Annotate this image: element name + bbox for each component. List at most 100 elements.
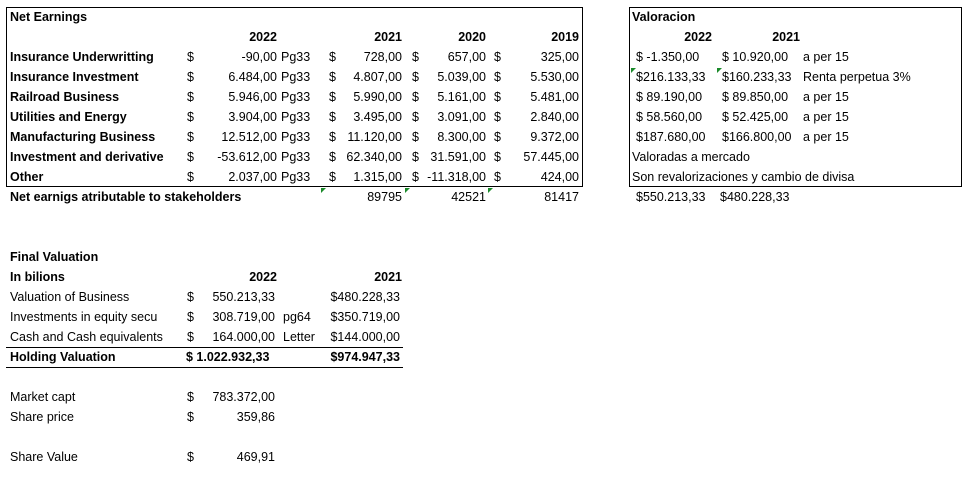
page-ref: Pg33 bbox=[281, 50, 311, 64]
currency-symbol: $ bbox=[187, 310, 194, 324]
value-2020: 8.300,00 bbox=[437, 130, 486, 144]
currency-symbol: $ bbox=[412, 90, 419, 104]
holding-bottom-divider bbox=[6, 367, 403, 368]
value-2021: 5.990,00 bbox=[353, 90, 402, 104]
page-ref: Pg33 bbox=[281, 110, 311, 124]
valoracion-value-2021: $ 10.920,00 bbox=[722, 50, 789, 64]
market-cap-label: Market capt bbox=[10, 390, 76, 404]
valoracion-year-2021: 2021 bbox=[772, 30, 800, 44]
fv-value-2022: 308.719,00 bbox=[212, 310, 275, 324]
valoracion-year-2022: 2022 bbox=[684, 30, 712, 44]
comment-indicator bbox=[321, 188, 326, 193]
valoracion-value-2022: $216.133,33 bbox=[636, 70, 706, 84]
valoracion-note-market: Valoradas a mercado bbox=[632, 150, 750, 164]
currency-symbol: $ bbox=[329, 50, 336, 64]
row-label: Manufacturing Business bbox=[10, 130, 156, 144]
comment-indicator bbox=[405, 188, 410, 193]
row-label: Other bbox=[10, 170, 44, 184]
value-2020: 657,00 bbox=[447, 50, 486, 64]
valoracion-total-2022: $550.213,33 bbox=[636, 190, 706, 204]
fv-ref: pg64 bbox=[283, 310, 311, 324]
value-2022: 6.484,00 bbox=[228, 70, 277, 84]
valoracion-note: a per 15 bbox=[803, 50, 849, 64]
net-earnings-total-label: Net earnigs atributable to stakeholders bbox=[10, 190, 242, 204]
comment-indicator bbox=[631, 68, 636, 73]
valoracion-note-reval: Son revalorizaciones y cambio de divisa bbox=[632, 170, 855, 184]
value-2021: 1.315,00 bbox=[353, 170, 402, 184]
page-ref: Pg33 bbox=[281, 90, 311, 104]
valoracion-value-2022: $ -1.350,00 bbox=[636, 50, 700, 64]
value-2022: 2.037,00 bbox=[228, 170, 277, 184]
value-2019: 5.530,00 bbox=[530, 70, 579, 84]
value-2022: 5.946,00 bbox=[228, 90, 277, 104]
value-2022: 3.904,00 bbox=[228, 110, 277, 124]
net-earnings-year-2019: 2019 bbox=[551, 30, 579, 44]
share-price-label: Share price bbox=[10, 410, 74, 424]
valoracion-value-2021: $ 52.425,00 bbox=[722, 110, 789, 124]
currency-symbol: $ bbox=[187, 130, 194, 144]
currency-symbol: $ bbox=[494, 70, 501, 84]
value-2022: -53.612,00 bbox=[217, 150, 277, 164]
value-2020: -11.318,00 bbox=[427, 170, 486, 184]
valoracion-note: a per 15 bbox=[803, 130, 849, 144]
holding-valuation-label: Holding Valuation bbox=[10, 350, 116, 364]
value-2019: 5.481,00 bbox=[530, 90, 579, 104]
valoracion-box bbox=[629, 7, 962, 187]
share-price-currency: $ bbox=[187, 410, 194, 424]
share-price-value: 359,86 bbox=[236, 410, 275, 424]
holding-valuation-2022: $ 1.022.932,33 bbox=[186, 350, 270, 364]
net-earnings-total-2020: 42521 bbox=[451, 190, 486, 204]
currency-symbol: $ bbox=[329, 110, 336, 124]
currency-symbol: $ bbox=[187, 290, 194, 304]
valoracion-value-2021: $ 89.850,00 bbox=[722, 90, 789, 104]
final-valuation-title: Final Valuation bbox=[10, 250, 99, 264]
currency-symbol: $ bbox=[494, 170, 501, 184]
currency-symbol: $ bbox=[187, 70, 194, 84]
value-2021: 728,00 bbox=[363, 50, 402, 64]
valoracion-value-2022: $ 89.190,00 bbox=[636, 90, 703, 104]
share-value-currency: $ bbox=[187, 450, 194, 464]
fv-value-2021: $144.000,00 bbox=[330, 330, 400, 344]
currency-symbol: $ bbox=[329, 70, 336, 84]
final-valuation-year-2022: 2022 bbox=[249, 270, 277, 284]
share-value-label: Share Value bbox=[10, 450, 78, 464]
row-label: Insurance Investment bbox=[10, 70, 139, 84]
currency-symbol: $ bbox=[494, 90, 501, 104]
fv-value-2021: $480.228,33 bbox=[330, 290, 400, 304]
currency-symbol: $ bbox=[412, 150, 419, 164]
fv-ref: Letter bbox=[283, 330, 315, 344]
fv-row-label: Cash and Cash equivalents bbox=[10, 330, 163, 344]
row-label: Utilities and Energy bbox=[10, 110, 127, 124]
currency-symbol: $ bbox=[187, 150, 194, 164]
valoracion-value-2021: $160.233,33 bbox=[722, 70, 792, 84]
valoracion-note: a per 15 bbox=[803, 90, 849, 104]
market-cap-value: 783.372,00 bbox=[212, 390, 275, 404]
value-2022: 12.512,00 bbox=[221, 130, 277, 144]
page-ref: Pg33 bbox=[281, 170, 311, 184]
final-valuation-year-2021: 2021 bbox=[374, 270, 402, 284]
value-2019: 424,00 bbox=[540, 170, 579, 184]
market-cap-currency: $ bbox=[187, 390, 194, 404]
valoracion-value-2022: $187.680,00 bbox=[636, 130, 706, 144]
currency-symbol: $ bbox=[329, 170, 336, 184]
fv-row-label: Valuation of Business bbox=[10, 290, 130, 304]
value-2021: 4.807,00 bbox=[353, 70, 402, 84]
valoracion-total-2021: $480.228,33 bbox=[720, 190, 790, 204]
fv-value-2021: $350.719,00 bbox=[330, 310, 400, 324]
valoracion-note: a per 15 bbox=[803, 110, 849, 124]
currency-symbol: $ bbox=[329, 90, 336, 104]
currency-symbol: $ bbox=[187, 50, 194, 64]
currency-symbol: $ bbox=[412, 110, 419, 124]
value-2022: -90,00 bbox=[241, 50, 277, 64]
net-earnings-title: Net Earnings bbox=[10, 10, 88, 24]
fv-row-label: Investments in equity secu bbox=[10, 310, 158, 324]
holding-valuation-2021: $974.947,33 bbox=[330, 350, 400, 364]
currency-symbol: $ bbox=[412, 50, 419, 64]
currency-symbol: $ bbox=[494, 110, 501, 124]
share-value-value: 469,91 bbox=[236, 450, 275, 464]
row-label: Railroad Business bbox=[10, 90, 120, 104]
net-earnings-total-2019: 81417 bbox=[544, 190, 579, 204]
comment-indicator bbox=[717, 68, 722, 73]
value-2021: 3.495,00 bbox=[353, 110, 402, 124]
net-earnings-year-2020: 2020 bbox=[458, 30, 486, 44]
